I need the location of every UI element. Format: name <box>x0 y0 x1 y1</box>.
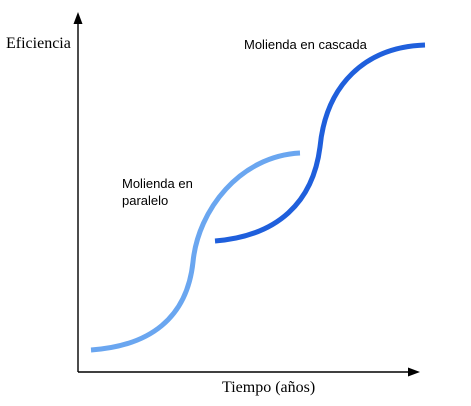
x-axis-label: Tiempo (años) <box>222 379 315 396</box>
y-axis-arrow-icon <box>73 12 83 24</box>
x-axis-arrow-icon <box>408 367 420 377</box>
cascade-grinding-label: Molienda en cascada <box>244 37 368 52</box>
parallel-grinding-label-line1: Molienda en <box>122 176 193 191</box>
y-axis-label: Eficiencia <box>6 35 71 52</box>
parallel-grinding-label-line2: paralelo <box>122 193 168 208</box>
parallel-grinding-curve <box>90 150 301 353</box>
cascade-grinding-curve <box>214 42 426 244</box>
parallel-grinding-label: Molienda en paralelo <box>122 176 196 208</box>
